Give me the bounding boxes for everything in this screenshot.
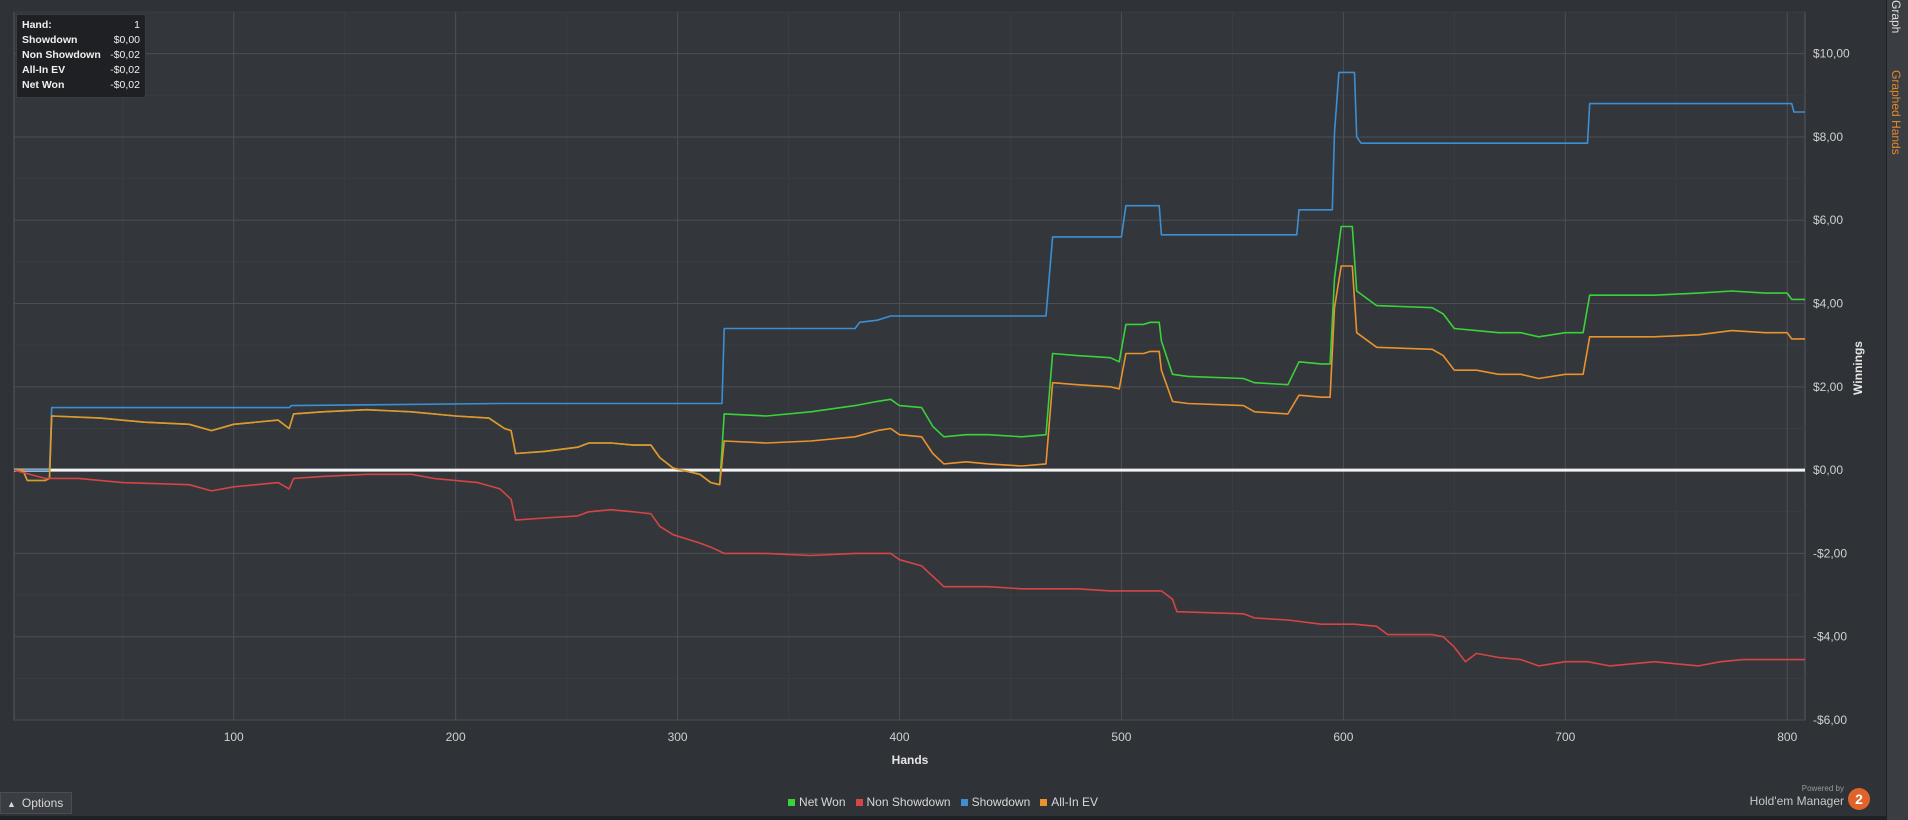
- y-tick-label: -$6,00: [1813, 713, 1847, 727]
- tab-graphed-hands[interactable]: Graphed Hands: [1889, 70, 1903, 155]
- chart-legend: Net Won Non Showdown Showdown All-In EV: [0, 795, 1886, 809]
- legend-item-all-in-ev[interactable]: All-In EV: [1040, 795, 1098, 809]
- y-tick-label: -$2,00: [1813, 546, 1847, 560]
- series-line-non-showdown: [13, 469, 1805, 667]
- hem-logo-icon: 2: [1848, 788, 1870, 810]
- bottom-border: [0, 816, 1886, 820]
- tooltip-row-non-showdown: Non Showdown -$0,02: [22, 49, 140, 61]
- y-tick-label: $8,00: [1813, 130, 1843, 144]
- y-tick-label: -$4,00: [1813, 630, 1847, 644]
- brand-logo-block: Powered by Hold'em Manager 2: [1740, 784, 1880, 814]
- side-tab-panel: Graph Graphed Hands: [1886, 0, 1908, 820]
- tooltip-row-all-in-ev: All-In EV -$0,02: [22, 64, 140, 76]
- y-tick-label: $2,00: [1813, 380, 1843, 394]
- x-tick-label: 800: [1777, 730, 1797, 744]
- x-tick-label: 300: [668, 730, 688, 744]
- x-tick-label: 400: [889, 730, 909, 744]
- series-line-showdown: [14, 71, 1805, 471]
- x-axis-label: Hands: [892, 753, 929, 767]
- hover-tooltip: Hand: 1 Showdown $0,00 Non Showdown -$0,02 …: [16, 14, 146, 98]
- x-tick-label: 700: [1555, 730, 1575, 744]
- y-tick-label: $6,00: [1813, 213, 1843, 227]
- legend-swatch: [960, 798, 968, 806]
- series-line-all-in-ev: [14, 265, 1805, 486]
- x-tick-label: 500: [1111, 730, 1131, 744]
- legend-swatch: [1040, 798, 1048, 806]
- brand-powered-by: Powered by: [1801, 784, 1844, 793]
- legend-item-net-won[interactable]: Net Won: [788, 795, 846, 809]
- legend-swatch: [855, 798, 863, 806]
- brand-name: Hold'em Manager: [1749, 794, 1844, 808]
- plot-area: [13, 11, 1806, 721]
- legend-item-non-showdown[interactable]: Non Showdown: [855, 795, 951, 809]
- options-button[interactable]: ▲ Options: [0, 792, 73, 814]
- y-tick-label: $0,00: [1813, 463, 1843, 477]
- y-tick-label: $10,00: [1813, 47, 1850, 61]
- tooltip-row-hand: Hand: 1: [22, 19, 140, 31]
- y-axis-label: Winnings: [1851, 341, 1865, 395]
- tooltip-row-showdown: Showdown $0,00: [22, 34, 140, 46]
- tooltip-row-net-won: Net Won -$0,02: [22, 79, 140, 91]
- x-tick-label: 600: [1333, 730, 1353, 744]
- y-tick-label: $4,00: [1813, 297, 1843, 311]
- tab-graph[interactable]: Graph: [1889, 0, 1903, 34]
- chevron-up-icon: ▲: [7, 799, 16, 809]
- options-label: Options: [21, 796, 64, 810]
- legend-item-showdown[interactable]: Showdown: [960, 795, 1030, 809]
- x-tick-label: 200: [446, 730, 466, 744]
- legend-swatch: [788, 798, 796, 806]
- x-tick-label: 100: [224, 730, 244, 744]
